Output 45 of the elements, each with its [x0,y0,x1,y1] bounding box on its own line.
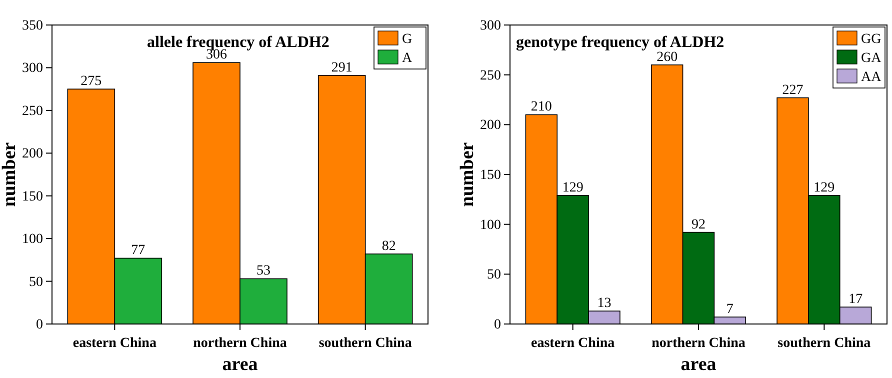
data-label: 92 [692,217,706,232]
y-tick-label: 300 [22,61,43,76]
legend-label: A [402,51,413,66]
y-tick-label: 200 [480,118,501,134]
text: genotype frequency of ALDH2 [516,34,724,51]
y-tick-label: 50 [29,274,43,290]
y-tick-label: 50 [487,268,501,283]
data-label: 17 [848,292,863,308]
x-tick-label: northern China [652,336,746,351]
y-tick-label: 150 [22,189,43,204]
y-tick-label: 100 [480,218,501,233]
y-tick-label: 250 [480,68,501,84]
y-tick-label: 100 [22,232,43,248]
y-tick-label: 250 [22,104,43,119]
x-tick-label: southern China [318,336,412,351]
data-label: 227 [782,82,804,98]
data-label: 7 [726,302,734,318]
legend-label: GA [861,51,882,66]
data-label: 77 [131,243,146,258]
y-tick-label: 0 [36,317,43,332]
data-label: 82 [382,238,396,254]
y-tick-label: 150 [480,168,501,183]
x-tick-label: southern China [778,336,871,351]
data-label: 13 [597,296,612,312]
y-tick-label: 0 [494,317,501,332]
x-tick-label: eastern China [72,336,156,351]
data-label: 291 [331,60,352,76]
x-tick-label: eastern China [531,336,615,351]
x-axis-title: area [680,354,717,375]
y-tick-label: 200 [22,146,43,162]
y-axis-title: number [457,142,478,207]
x-tick-label: northern China [193,336,287,351]
legend-label: G [402,32,412,47]
legend-label: GG [861,32,882,47]
data-label: 275 [80,74,102,90]
y-tick-label: 350 [22,18,43,34]
data-label: 129 [562,180,584,196]
legend-label: AA [861,70,882,85]
x-axis-title: area [222,354,258,375]
data-label: 210 [530,100,552,115]
data-label: 129 [814,180,835,196]
data-label: 53 [256,264,270,279]
y-axis-title: number [0,142,20,207]
data-label: 260 [656,50,678,65]
y-tick-label: 300 [480,18,501,34]
